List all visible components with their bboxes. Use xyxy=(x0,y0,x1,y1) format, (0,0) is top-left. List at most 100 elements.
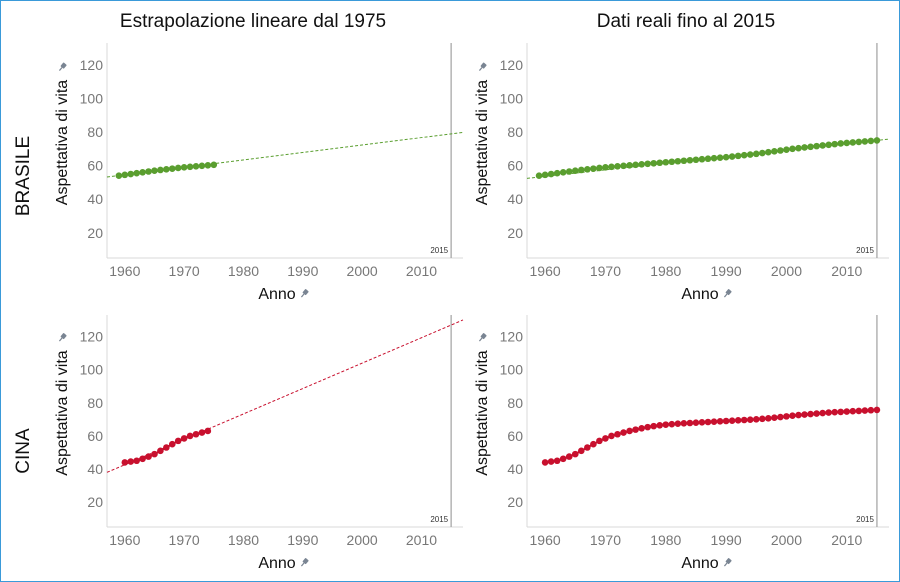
y-axis-title: Aspettativa di vita xyxy=(54,80,71,206)
data-point xyxy=(692,419,700,426)
x-axis-pin-icon-needle xyxy=(300,293,305,298)
x-tick-label: 2000 xyxy=(347,263,378,279)
y-axis-pin-icon-needle xyxy=(58,337,63,342)
data-point xyxy=(656,159,664,167)
data-point xyxy=(638,160,645,168)
data-point xyxy=(674,157,682,165)
y-axis-title: Aspettativa di vita xyxy=(54,350,71,476)
y-axis-pin-icon-needle xyxy=(58,67,63,71)
data-point xyxy=(783,146,790,153)
data-point xyxy=(614,162,621,170)
data-point xyxy=(559,169,567,176)
data-point xyxy=(795,411,802,419)
data-point xyxy=(198,429,206,436)
data-point xyxy=(819,409,826,417)
data-point xyxy=(614,430,621,438)
data-point xyxy=(819,142,826,149)
data-point xyxy=(861,407,869,414)
data-point xyxy=(632,161,639,169)
data-point xyxy=(843,408,851,415)
data-point xyxy=(115,172,123,179)
data-point xyxy=(626,161,633,169)
data-point xyxy=(777,413,784,421)
data-point xyxy=(867,137,875,145)
x-axis-pin-icon-head xyxy=(725,289,732,296)
data-point xyxy=(759,149,766,157)
data-point xyxy=(777,147,784,154)
data-point xyxy=(704,418,712,426)
y-tick-label: 40 xyxy=(507,191,523,207)
x-axis-pin-icon-head xyxy=(725,558,732,565)
data-point xyxy=(151,450,158,458)
data-point xyxy=(168,165,176,172)
data-point xyxy=(145,453,152,460)
data-point xyxy=(145,168,152,175)
data-point xyxy=(722,153,730,161)
y-axis-pin-icon-head xyxy=(480,333,487,340)
reference-line-label: 2015 xyxy=(430,515,448,524)
x-tick-label: 1990 xyxy=(287,263,318,279)
data-point xyxy=(590,165,597,172)
data-point xyxy=(168,440,176,448)
data-point xyxy=(662,421,670,428)
data-point xyxy=(783,413,790,420)
data-point xyxy=(632,426,639,433)
data-point xyxy=(807,143,814,151)
data-point xyxy=(831,140,838,148)
x-tick-label: 1960 xyxy=(109,263,140,279)
trend-line xyxy=(106,319,464,473)
data-point xyxy=(740,151,748,159)
data-point xyxy=(716,418,724,425)
y-tick-label: 20 xyxy=(507,494,523,510)
data-point xyxy=(157,447,164,455)
reference-line-label: 2015 xyxy=(430,246,448,255)
data-point xyxy=(752,416,760,423)
data-point xyxy=(204,427,212,435)
data-point xyxy=(571,450,579,458)
data-point xyxy=(192,162,200,170)
y-tick-label: 100 xyxy=(80,362,104,378)
data-point xyxy=(734,417,742,424)
x-tick-label: 2010 xyxy=(831,263,862,279)
x-axis-pin-icon-head xyxy=(302,558,309,565)
x-tick-label: 2010 xyxy=(406,263,437,279)
data-point xyxy=(650,159,657,167)
data-point xyxy=(596,437,603,445)
data-point xyxy=(771,414,778,421)
data-point xyxy=(686,419,694,427)
data-point xyxy=(584,444,591,451)
y-axis-pin-icon-needle xyxy=(478,67,483,71)
data-point xyxy=(795,144,802,152)
data-point xyxy=(813,142,820,150)
x-axis-pin-icon-needle xyxy=(723,562,728,567)
row-label-cina: CINA xyxy=(13,428,34,474)
data-point xyxy=(644,160,651,168)
data-point xyxy=(547,458,555,465)
data-point xyxy=(157,166,164,174)
y-axis-pin-icon-needle xyxy=(478,337,483,342)
data-point xyxy=(174,164,182,172)
y-tick-label: 80 xyxy=(507,395,523,411)
x-axis-pin-icon xyxy=(300,558,309,567)
data-point xyxy=(740,416,748,424)
x-tick-label: 1960 xyxy=(530,263,561,279)
x-tick-label: 1980 xyxy=(650,263,681,279)
x-tick-label: 2010 xyxy=(831,532,862,548)
data-point xyxy=(734,152,742,160)
y-axis-title: Aspettativa di vita xyxy=(474,350,491,476)
data-point xyxy=(620,429,627,436)
data-point xyxy=(662,158,670,166)
data-point xyxy=(801,144,808,151)
data-point xyxy=(668,158,676,166)
data-point xyxy=(728,417,736,424)
x-axis-pin-icon xyxy=(723,558,732,567)
data-point xyxy=(121,459,129,466)
data-point xyxy=(151,167,158,174)
y-tick-label: 40 xyxy=(507,461,523,477)
data-point xyxy=(825,409,832,416)
data-point xyxy=(765,415,772,422)
x-axis-pin-icon-needle xyxy=(723,293,728,298)
data-point xyxy=(674,420,682,427)
y-axis-pin-icon xyxy=(478,333,487,342)
data-point xyxy=(163,444,170,451)
